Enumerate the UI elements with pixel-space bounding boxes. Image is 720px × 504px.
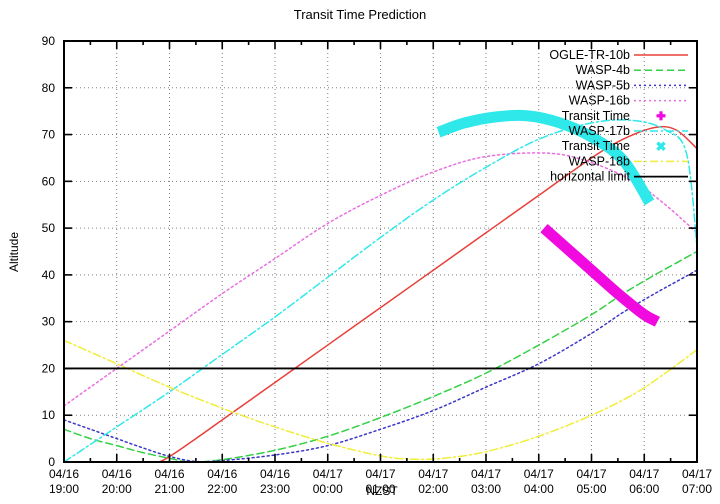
series-line-wasp-18b <box>65 340 696 461</box>
x-tick-label-date: 04/17 <box>471 467 501 481</box>
x-axis-tick-labels: 04/1619:0004/1620:0004/1621:0004/1622:00… <box>49 467 712 496</box>
y-tick-label: 80 <box>42 81 56 95</box>
series-line-wasp-4b <box>65 251 696 461</box>
x-tick-label-date: 04/17 <box>524 467 554 481</box>
legend-label: WASP-17b <box>569 124 630 138</box>
x-tick-label-time: 20:00 <box>102 482 132 496</box>
x-tick-label-date: 04/16 <box>207 467 237 481</box>
legend-label: WASP-16b <box>569 94 630 108</box>
series-line-ogle-tr-10b <box>159 125 696 461</box>
x-tick-label-time: 03:00 <box>471 482 501 496</box>
y-tick-label: 40 <box>42 268 56 282</box>
x-tick-label-time: 23:00 <box>260 482 290 496</box>
x-tick-label-date: 04/17 <box>629 467 659 481</box>
y-tick-label: 50 <box>42 221 56 235</box>
x-tick-label-time: 05:00 <box>576 482 606 496</box>
legend-marker-cross-icon <box>656 141 666 151</box>
x-tick-label-date: 04/17 <box>682 467 712 481</box>
x-tick-label-time: 00:00 <box>313 482 343 496</box>
y-axis-tick-labels: 0 10 20 30 40 50 60 70 80 90 <box>42 34 56 469</box>
legend-label: WASP-18b <box>569 154 630 168</box>
legend-label: Transit Time <box>562 139 630 153</box>
x-tick-label-time: 04:00 <box>524 482 554 496</box>
legend-label: WASP-5b <box>576 78 630 92</box>
legend-label: Transit Time <box>562 109 630 123</box>
series-line-wasp-5b <box>65 269 696 461</box>
x-tick-label-date: 04/16 <box>102 467 132 481</box>
legend: OGLE-TR-10bWASP-4bWASP-5bWASP-16bTransit… <box>549 48 688 184</box>
x-tick-label-time: 07:00 <box>682 482 712 496</box>
x-tick-label-time: 06:00 <box>629 482 659 496</box>
x-tick-label-date: 04/17 <box>418 467 448 481</box>
legend-marker-plus-icon <box>656 111 666 121</box>
chart-title: Transit Time Prediction <box>294 7 426 22</box>
x-tick-label-date: 04/16 <box>154 467 184 481</box>
y-tick-label: 30 <box>42 315 56 329</box>
series-lines <box>65 119 696 461</box>
x-tick-label-date: 04/17 <box>576 467 606 481</box>
x-tick-label-date: 04/16 <box>49 467 79 481</box>
x-tick-label-date: 04/17 <box>313 467 343 481</box>
x-tick-label-time: 19:00 <box>49 482 79 496</box>
x-tick-label-time: 22:00 <box>207 482 237 496</box>
transit-time-band-plus <box>540 223 661 327</box>
y-axis-title: Altitude <box>7 232 21 272</box>
y-tick-label: 10 <box>42 408 56 422</box>
x-axis-title: NZST <box>366 484 398 498</box>
x-tick-label-date: 04/17 <box>365 467 395 481</box>
y-tick-label: 20 <box>42 361 56 375</box>
transit-time-bands <box>436 109 661 327</box>
legend-label: WASP-4b <box>576 63 630 77</box>
series-line-wasp-16b <box>65 152 696 407</box>
x-tick-label-time: 21:00 <box>154 482 184 496</box>
axis-ticks <box>63 40 698 463</box>
y-tick-label: 0 <box>48 455 55 469</box>
x-tick-label-time: 02:00 <box>418 482 448 496</box>
y-tick-label: 60 <box>42 174 56 188</box>
series-line-wasp-17b <box>65 119 696 461</box>
legend-label: OGLE-TR-10b <box>549 48 630 62</box>
x-tick-label-date: 04/16 <box>260 467 290 481</box>
transit-time-band-cross <box>436 109 655 206</box>
x-tick-label-time: 01:00 <box>365 482 395 496</box>
y-tick-label: 70 <box>42 128 56 142</box>
y-tick-label: 90 <box>42 34 56 48</box>
legend-label: horizontal limit <box>550 170 630 184</box>
